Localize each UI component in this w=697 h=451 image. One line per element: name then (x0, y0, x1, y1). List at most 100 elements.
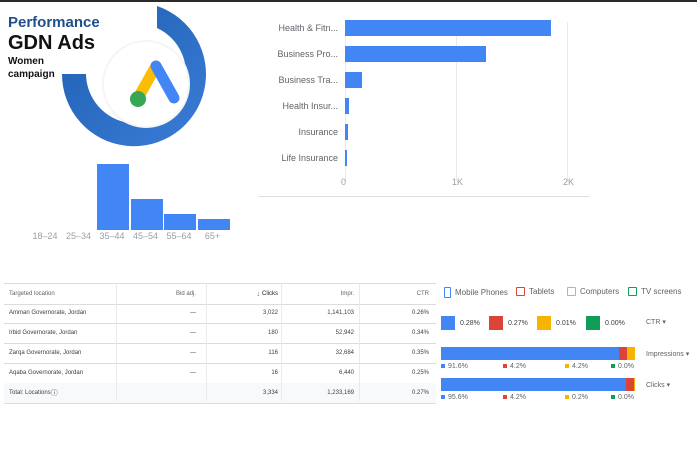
table-row[interactable]: Amman Governorate, Jordan — 3,022 1,141,103… (4, 303, 436, 324)
ctr-value-label: 0.01% (556, 319, 576, 327)
cell-location: Zarqa Governorate, Jordan (9, 350, 82, 356)
cell-bid-adj: — (190, 310, 196, 316)
color-swatch (489, 316, 503, 330)
category-label: Health Insur... (282, 101, 338, 111)
ctr-selector-label: CTR (646, 319, 661, 326)
table-row[interactable]: Aqaba Governorate, Jordan — 16 6,440 0.25% (4, 363, 436, 384)
stack-segment (618, 347, 627, 360)
industry-bar[interactable] (345, 72, 362, 88)
category-label: Life Insurance (281, 153, 338, 163)
header-ctr[interactable]: CTR (416, 291, 429, 297)
cell-impr: 6,440 (338, 370, 354, 376)
color-dot (503, 364, 507, 369)
header-clicks[interactable]: ↓ Clicks (214, 284, 279, 304)
legend-mobile-phones[interactable]: Mobile Phones (444, 287, 508, 298)
stack-segment (441, 378, 626, 391)
cell-impr: 52,942 (335, 330, 354, 336)
cell-impr: 32,684 (335, 350, 354, 356)
table-row[interactable]: Zarqa Governorate, Jordan — 116 32,684 0.35% (4, 343, 436, 364)
header-targeted-location[interactable]: Targeted location (9, 291, 55, 297)
share-value: 0.0% (618, 363, 634, 370)
share-value: 95.6% (448, 394, 468, 401)
dropdown-arrow-icon: ▾ (662, 319, 666, 326)
legend-label: Tablets (529, 287, 555, 296)
share-label: 4.2% (565, 363, 588, 370)
grid-line (567, 22, 568, 182)
industry-bar[interactable] (345, 150, 347, 166)
share-label: 95.6% (441, 394, 468, 401)
table-row[interactable]: Irbid Governorate, Jordan — 180 52,942 0.34% (4, 323, 436, 344)
color-swatch (537, 316, 551, 330)
x-tick-label: 1K (452, 177, 464, 187)
impressions-selector[interactable]: Impressions ▾ (646, 350, 689, 358)
brand-line-campaign: campaign (8, 69, 55, 80)
color-swatch (441, 316, 455, 330)
clicks-selector[interactable]: Clicks ▾ (646, 381, 670, 389)
stack-segment (626, 347, 635, 360)
color-dot (503, 395, 507, 400)
cell-clicks: 3,334 (262, 390, 278, 396)
table-total-row[interactable]: Total: Locations ⓘ 3,334 1,233,169 0.27% (4, 383, 436, 404)
clicks-selector-label: Clicks (646, 382, 665, 389)
impressions-selector-label: Impressions (646, 351, 684, 358)
brand-subtitle: GDN Ads (8, 32, 96, 54)
ctr-value-label: 0.28% (460, 319, 480, 327)
cell-ctr: 0.26% (411, 310, 429, 316)
google-ads-logo (61, 6, 206, 147)
help-icon[interactable]: ⓘ (50, 390, 58, 397)
dropdown-arrow-icon: ▾ (666, 382, 671, 389)
table-header-row: Targeted location Bid adj. ↓ Clicks Impr… (4, 283, 436, 305)
header-impr[interactable]: Impr. (340, 291, 354, 297)
industry-chart: 0 1K 2K Health & Fitn... Business Pro... Busi… (255, 10, 595, 200)
category-label: Business Pro... (277, 49, 338, 59)
cell-ctr: 0.35% (411, 350, 429, 356)
ctr-selector[interactable]: CTR ▾ (646, 318, 666, 326)
legend-computers[interactable]: Computers (567, 287, 619, 296)
legend-tablets[interactable]: Tablets (516, 287, 554, 296)
header-bid-adj[interactable]: Bid adj. (175, 291, 196, 297)
cell-ctr: 0.25% (411, 370, 429, 376)
legend-label: Mobile Phones (455, 288, 508, 297)
cell-clicks: 3,022 (262, 310, 278, 316)
grid-line (456, 22, 457, 182)
share-value: 4.2% (572, 363, 588, 370)
cell-clicks: 16 (271, 370, 278, 376)
cell-bid-adj: — (190, 330, 196, 336)
ctr-value: 0.28% (441, 315, 480, 331)
color-dot (565, 364, 569, 369)
cell-impr: 1,141,103 (327, 310, 354, 316)
ctr-value-label: 0.00% (605, 319, 625, 327)
age-chart (30, 150, 240, 230)
share-label: 91.6% (441, 363, 468, 370)
category-label: Insurance (298, 127, 338, 137)
column-divider (206, 283, 207, 401)
industry-bar[interactable] (345, 124, 349, 140)
industry-bar[interactable] (345, 98, 349, 114)
cell-ctr: 0.34% (411, 330, 429, 336)
age-label: 65+ (204, 231, 221, 241)
header-clicks-label: Clicks (262, 291, 278, 297)
cell-clicks: 116 (268, 350, 278, 356)
top-border (0, 0, 697, 2)
column-divider (116, 283, 117, 401)
column-divider (359, 283, 360, 401)
brand-line-women: Women (8, 56, 44, 67)
category-label: Business Tra... (278, 75, 338, 85)
industry-bar[interactable] (345, 20, 552, 36)
cell-location: Aqaba Governorate, Jordan (9, 370, 84, 376)
phone-icon (444, 287, 451, 298)
ctr-value: 0.01% (537, 315, 576, 331)
cell-bid-adj: — (190, 370, 196, 376)
age-label: 45–54 (132, 231, 159, 241)
share-value: 0.0% (618, 394, 634, 401)
cell-clicks: 180 (267, 330, 278, 336)
industry-bar[interactable] (345, 46, 486, 62)
brand-title: Performance (8, 14, 100, 31)
cell-location: Irbid Governorate, Jordan (9, 330, 78, 336)
x-tick-label: 2K (563, 177, 575, 187)
cell-bid-adj (154, 383, 196, 403)
age-bar-5 (197, 219, 230, 230)
category-label: Health & Fitn... (278, 23, 338, 33)
legend-tv-screens[interactable]: TV screens (628, 287, 681, 296)
age-label: 35–44 (99, 231, 125, 241)
